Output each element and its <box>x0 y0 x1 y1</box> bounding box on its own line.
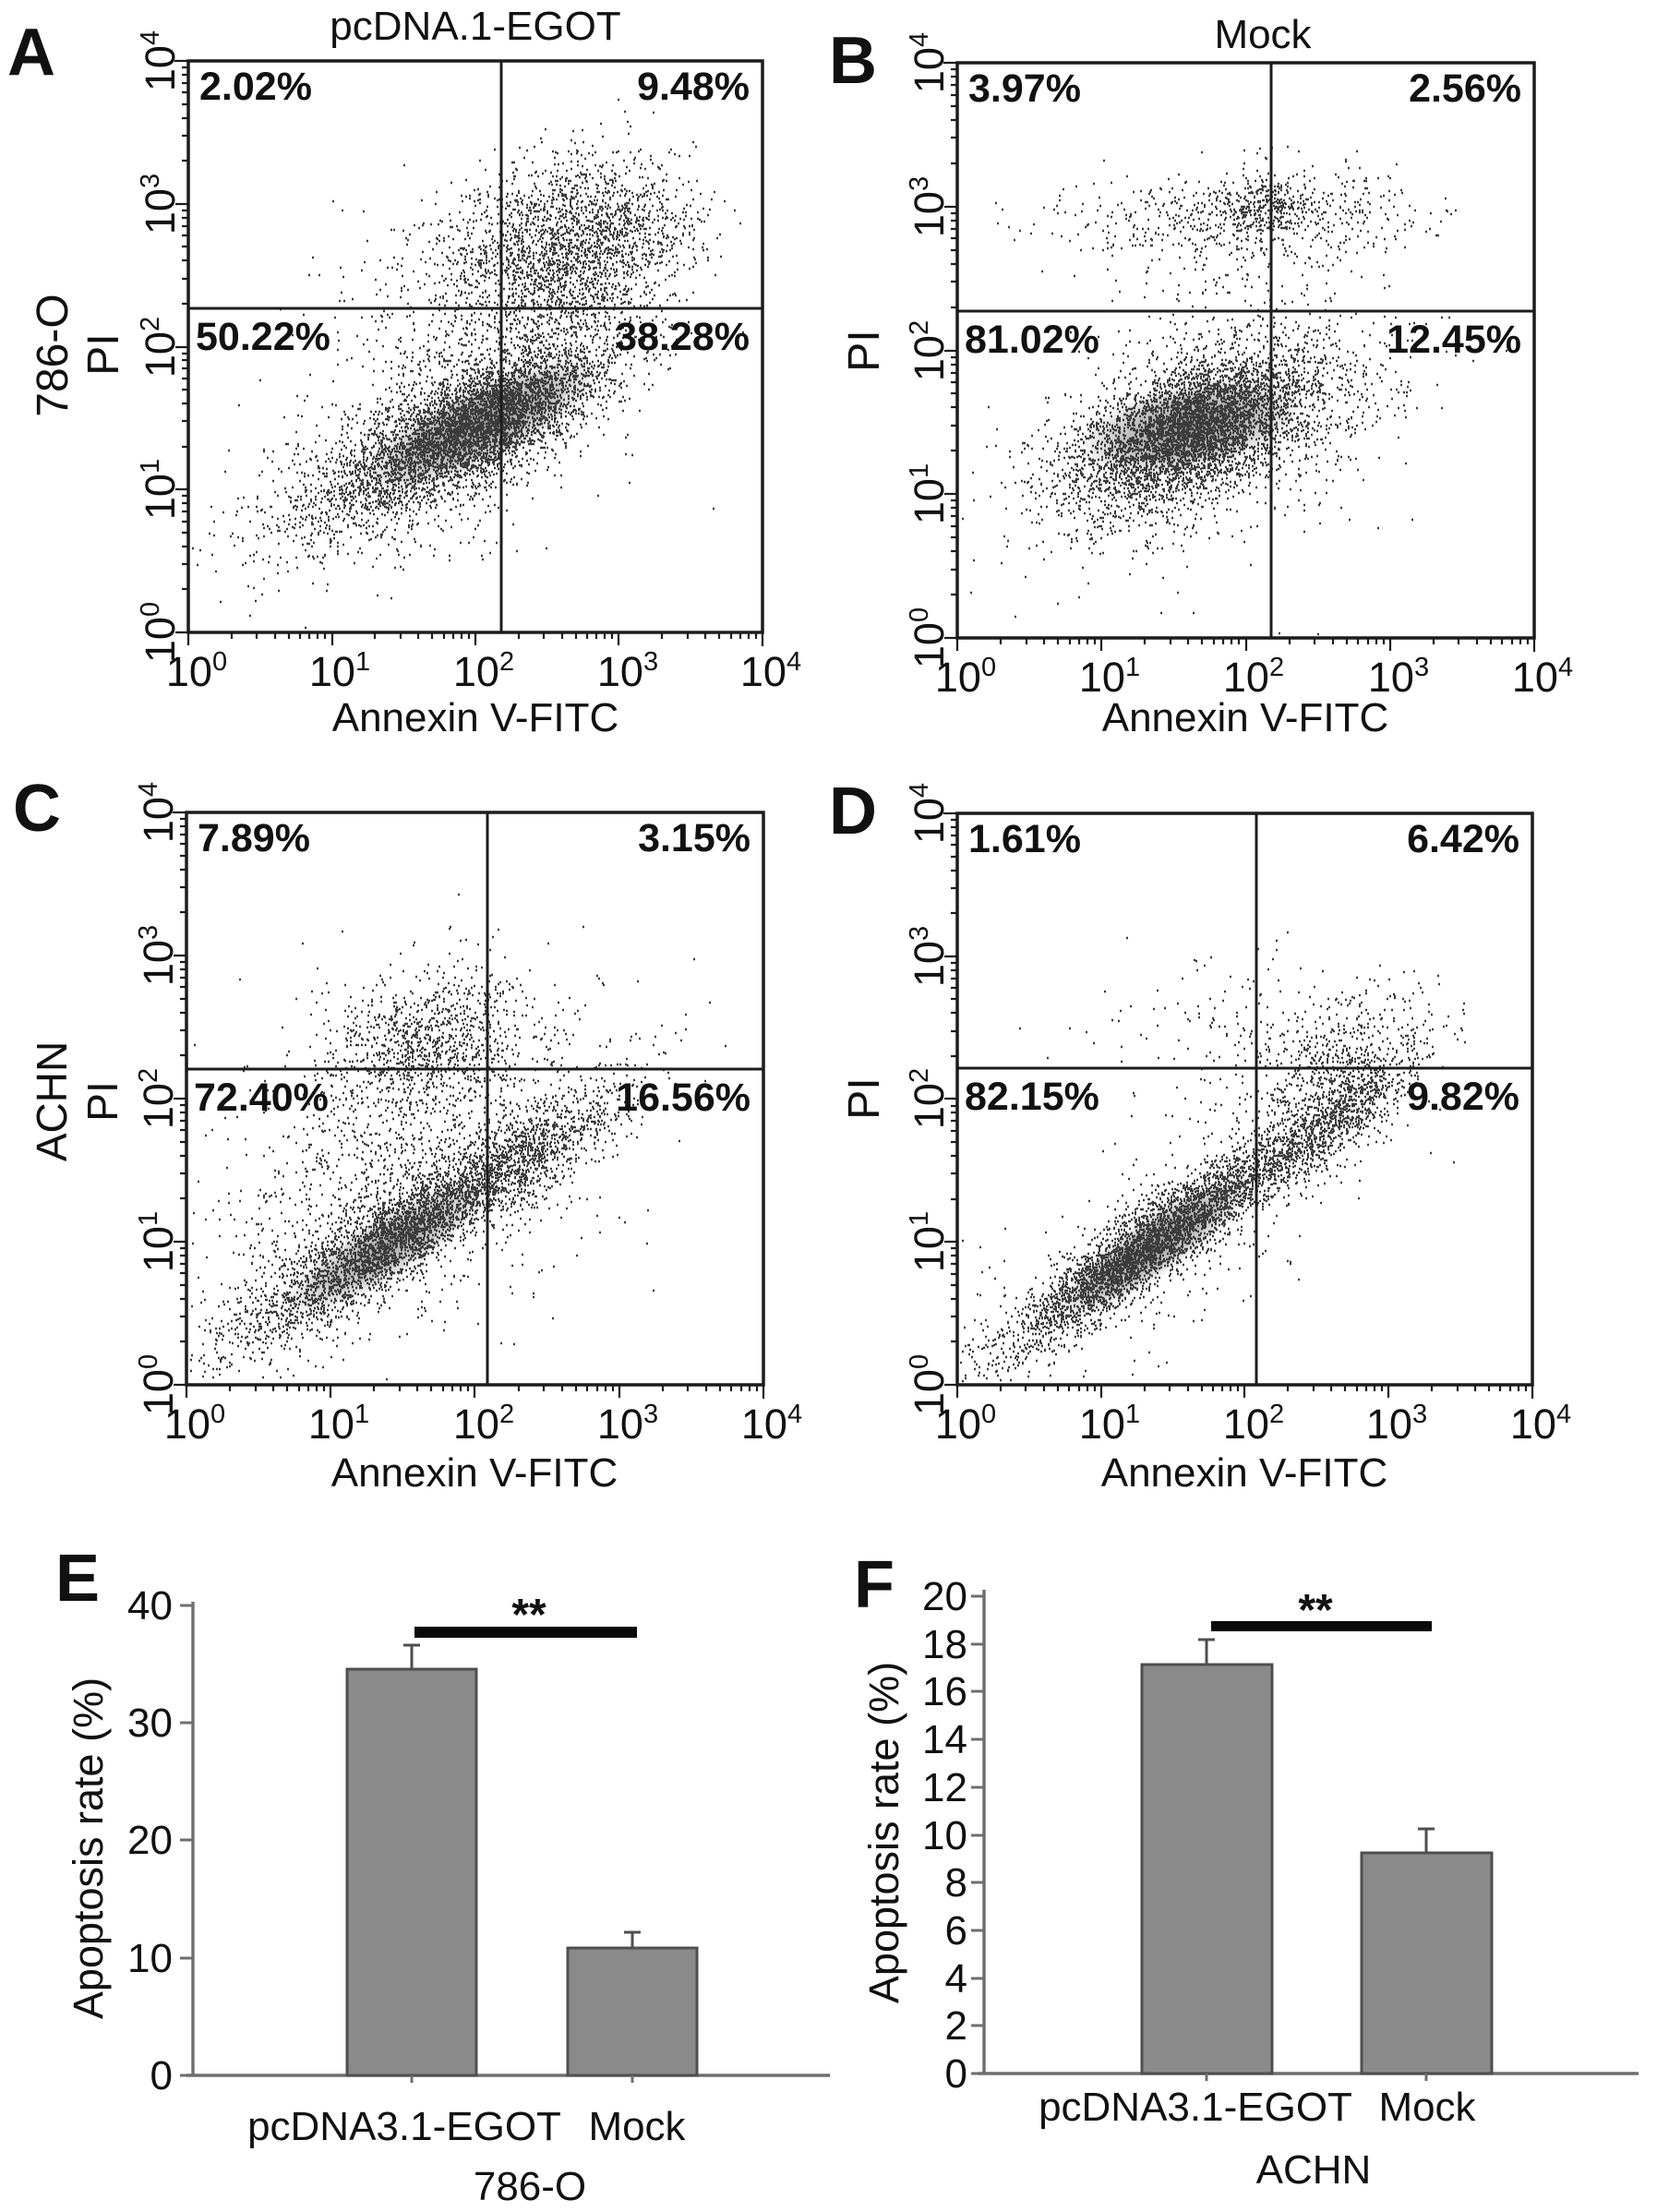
svg-text:0: 0 <box>945 2051 967 2097</box>
svg-text:6: 6 <box>945 1908 967 1954</box>
svg-text:A: A <box>7 16 55 90</box>
svg-text:E: E <box>55 1542 100 1616</box>
svg-text:16.56%: 16.56% <box>616 1076 750 1120</box>
svg-text:7.89%: 7.89% <box>198 816 310 860</box>
svg-text:100: 100 <box>166 647 227 695</box>
svg-text:101: 101 <box>308 1400 369 1448</box>
svg-text:2.02%: 2.02% <box>199 65 312 109</box>
svg-text:786-O: 786-O <box>29 294 78 416</box>
svg-text:2: 2 <box>945 2003 967 2049</box>
svg-text:pcDNA3.1-EGOT: pcDNA3.1-EGOT <box>1039 2085 1352 2130</box>
svg-text:PI: PI <box>78 1081 126 1121</box>
svg-text:B: B <box>829 24 877 98</box>
svg-text:72.40%: 72.40% <box>194 1076 329 1120</box>
svg-text:Annexin V-FITC: Annexin V-FITC <box>1102 695 1389 740</box>
svg-text:0: 0 <box>150 2053 173 2098</box>
svg-text:PI: PI <box>840 330 889 371</box>
svg-text:2.56%: 2.56% <box>1409 66 1521 111</box>
svg-text:103: 103 <box>597 1400 658 1448</box>
svg-text:103: 103 <box>597 647 658 695</box>
svg-text:3.15%: 3.15% <box>638 816 750 860</box>
svg-text:**: ** <box>511 1591 546 1640</box>
svg-text:101: 101 <box>1079 653 1140 701</box>
svg-text:Apoptosis rate (%): Apoptosis rate (%) <box>860 1662 907 2003</box>
svg-text:ACHN: ACHN <box>1256 2147 1372 2193</box>
svg-text:pcDNA.1-EGOT: pcDNA.1-EGOT <box>330 4 620 49</box>
svg-text:82.15%: 82.15% <box>965 1075 1099 1119</box>
svg-text:38.28%: 38.28% <box>615 315 750 359</box>
svg-text:Annexin V-FITC: Annexin V-FITC <box>331 1450 618 1496</box>
svg-text:6.42%: 6.42% <box>1407 817 1519 861</box>
svg-text:14: 14 <box>922 1717 967 1762</box>
svg-text:40: 40 <box>127 1583 173 1629</box>
svg-text:81.02%: 81.02% <box>965 318 1099 362</box>
svg-text:1.61%: 1.61% <box>968 817 1081 861</box>
svg-text:102: 102 <box>1223 653 1284 701</box>
svg-text:ACHN: ACHN <box>28 1041 76 1161</box>
svg-text:3.97%: 3.97% <box>968 66 1081 111</box>
svg-text:18: 18 <box>922 1622 967 1667</box>
svg-text:8: 8 <box>945 1860 967 1905</box>
svg-text:PI: PI <box>79 333 128 375</box>
svg-text:20: 20 <box>127 1818 173 1863</box>
svg-text:16: 16 <box>922 1669 967 1714</box>
svg-text:12.45%: 12.45% <box>1387 318 1521 362</box>
svg-text:30: 30 <box>127 1701 173 1746</box>
svg-text:10: 10 <box>127 1936 173 1981</box>
svg-text:50.22%: 50.22% <box>196 315 330 359</box>
svg-text:Apoptosis rate (%): Apoptosis rate (%) <box>65 1677 112 2019</box>
svg-text:F: F <box>854 1548 895 1622</box>
svg-text:Mock: Mock <box>1378 2085 1476 2130</box>
svg-text:Annexin V-FITC: Annexin V-FITC <box>332 695 619 740</box>
svg-text:PI: PI <box>840 1077 889 1119</box>
svg-text:Mock: Mock <box>588 2104 686 2149</box>
svg-text:9.48%: 9.48% <box>637 65 750 109</box>
svg-text:12: 12 <box>922 1765 967 1810</box>
svg-text:10: 10 <box>922 1813 967 1858</box>
svg-text:20: 20 <box>922 1574 967 1619</box>
svg-text:D: D <box>829 775 877 848</box>
svg-text:pcDNA3.1-EGOT: pcDNA3.1-EGOT <box>247 2104 561 2149</box>
svg-text:4: 4 <box>945 1956 967 2002</box>
svg-text:786-O: 786-O <box>474 2164 586 2209</box>
svg-text:102: 102 <box>134 1068 182 1129</box>
svg-text:Annexin V-FITC: Annexin V-FITC <box>1101 1450 1388 1496</box>
svg-text:100: 100 <box>905 1354 953 1415</box>
svg-text:Mock: Mock <box>1214 12 1312 57</box>
svg-text:**: ** <box>1298 1586 1333 1635</box>
svg-text:C: C <box>13 772 61 846</box>
svg-text:9.82%: 9.82% <box>1407 1075 1519 1119</box>
